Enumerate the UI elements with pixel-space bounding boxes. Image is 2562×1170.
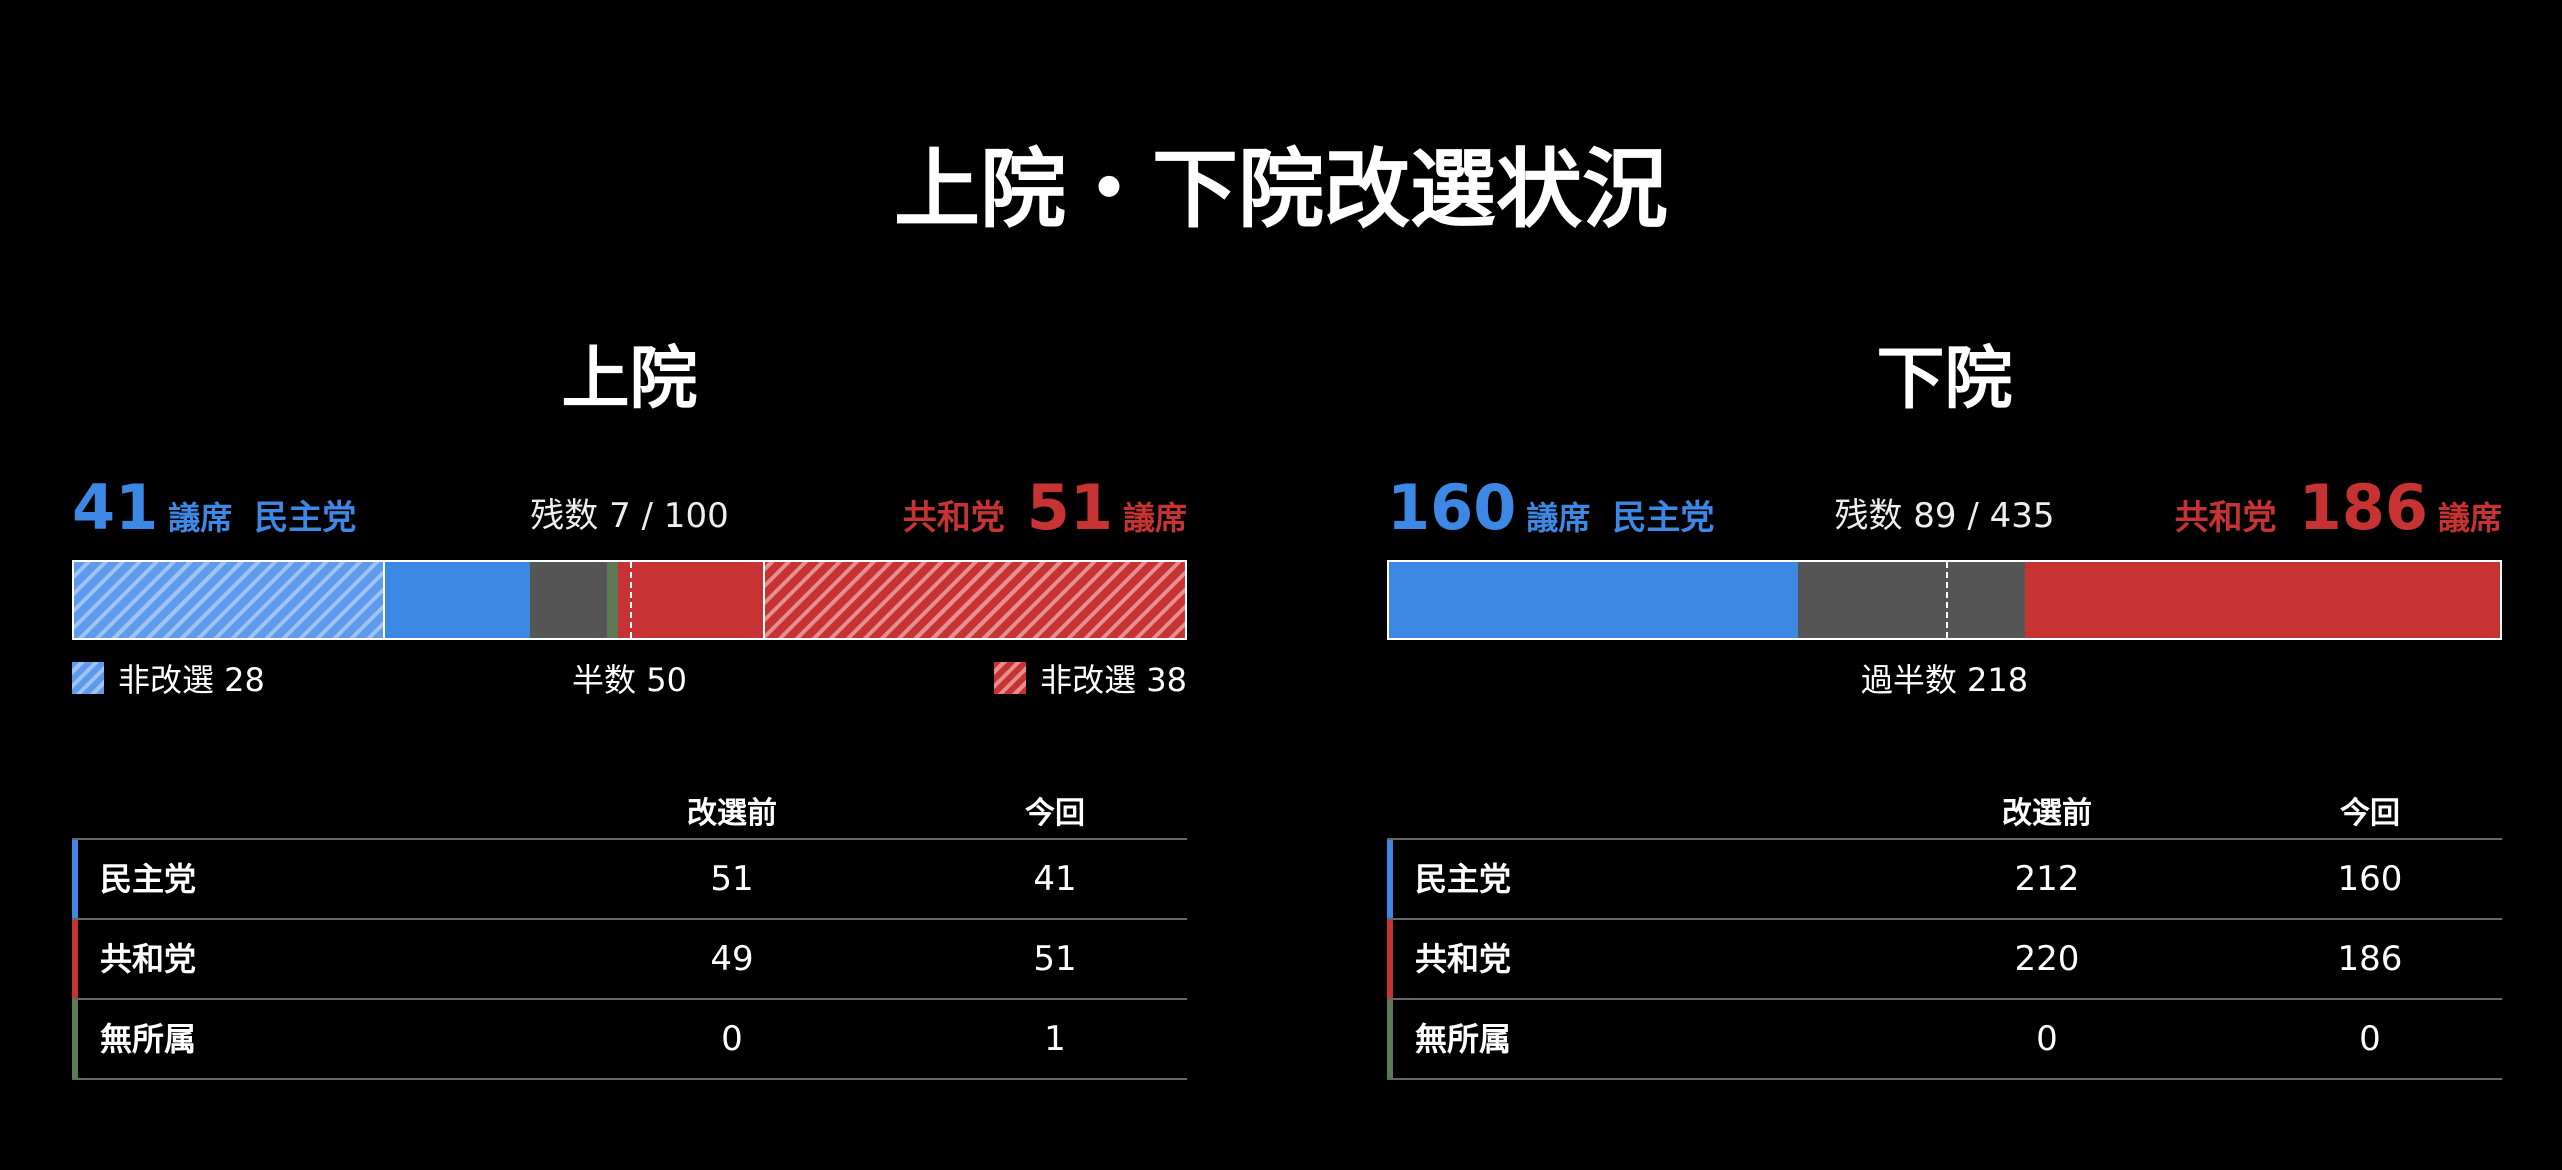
rep-seat-segment [618, 562, 763, 638]
seat-bar [1387, 560, 2502, 640]
rep-party-label: 共和党 [2174, 498, 2277, 538]
table-header: 改選前 今回 [72, 780, 1187, 838]
header-before: 改選前 [2002, 796, 2092, 831]
rep-seat-unit: 議席 [1122, 499, 1187, 537]
seats-before: 49 [710, 939, 754, 979]
majority-line [629, 562, 632, 638]
dem-summary: 41 議席 民主党 [72, 473, 356, 543]
rep-hatch-swatch [994, 662, 1027, 694]
seats-before: 212 [2014, 859, 2080, 899]
table-row: 共和党 220 186 [1387, 918, 2502, 998]
majority-line [1945, 562, 1948, 638]
party-color-stripe [72, 840, 78, 918]
dem-non-up-label: 非改選 28 [118, 661, 265, 699]
table-rows: 民主党 212 160 共和党 220 186 無所属 0 0 [1387, 838, 2502, 1080]
majority-label: 半数 50 [572, 661, 687, 699]
table-row: 民主党 212 160 [1387, 838, 2502, 918]
dem-seat-count: 160 [1387, 471, 1517, 544]
panel-title: 下院 [1876, 340, 2013, 419]
table-row: 民主党 51 41 [72, 838, 1187, 918]
rep-non-up-label: 非改選 38 [1040, 661, 1187, 699]
remaining-seats: 残数 7 / 100 [530, 496, 729, 536]
table-rows: 民主党 51 41 共和党 49 51 無所属 0 1 [72, 838, 1187, 1080]
table-row: 無所属 0 0 [1387, 998, 2502, 1080]
majority-label: 過半数 218 [1860, 661, 2029, 699]
rep-seat-segment [2024, 562, 2500, 638]
seats-now: 160 [2337, 859, 2403, 899]
dem-hatch-swatch [72, 662, 104, 694]
seat-table: 改選前 今回 民主党 212 160 共和党 220 186 無所属 0 0 [1387, 780, 2502, 1080]
party-color-stripe [72, 920, 78, 998]
page-title: 上院・下院改選状況 [894, 140, 1668, 240]
party-name: 共和党 [1415, 940, 1512, 978]
ind-seat-segment [607, 562, 619, 638]
dem-seat-unit: 議席 [1526, 499, 1591, 537]
seats-before: 0 [721, 1019, 743, 1059]
dem-non-up-segment [74, 562, 386, 638]
table-row: 無所属 0 1 [72, 998, 1187, 1080]
dem-seat-count: 41 [72, 471, 159, 544]
seat-summary: 41 議席 民主党 残数 7 / 100 共和党 51 議席 [72, 463, 1187, 543]
dem-seat-segment [385, 562, 530, 638]
seats-before: 220 [2014, 939, 2080, 979]
seats-now: 186 [2337, 939, 2403, 979]
party-color-stripe [1387, 1000, 1393, 1078]
house-panel: 下院 160 議席 民主党 残数 89 / 435 共和党 186 議席 過半数 218… [1387, 0, 2502, 1170]
rep-summary: 共和党 186 議席 [2175, 473, 2502, 543]
dem-party-label: 民主党 [1612, 498, 1715, 538]
party-color-stripe [1387, 920, 1393, 998]
remaining-segment [1797, 562, 2025, 638]
party-color-stripe [1387, 840, 1393, 918]
rep-seat-count: 51 [1026, 471, 1113, 544]
party-name: 民主党 [1415, 860, 1512, 898]
dem-non-up-legend: 非改選 28 [72, 655, 265, 701]
seat-table: 改選前 今回 民主党 51 41 共和党 49 51 無所属 0 1 [72, 780, 1187, 1080]
senate-panel: 上院 41 議席 民主党 残数 7 / 100 共和党 51 議席 非改選 28 半数 … [72, 0, 1187, 1170]
bar-legend: 過半数 218 [1387, 655, 2502, 699]
remaining-seats: 残数 89 / 435 [1834, 496, 2055, 536]
party-name: 無所属 [1415, 1020, 1512, 1058]
dem-party-label: 民主党 [254, 498, 357, 538]
rep-seat-count: 186 [2298, 471, 2428, 544]
header-now: 今回 [1025, 796, 1085, 831]
seat-summary: 160 議席 民主党 残数 89 / 435 共和党 186 議席 [1387, 463, 2502, 543]
table-row: 共和党 49 51 [72, 918, 1187, 998]
rep-party-label: 共和党 [902, 498, 1005, 538]
seats-now: 1 [1044, 1019, 1066, 1059]
table-header: 改選前 今回 [1387, 780, 2502, 838]
dem-seat-unit: 議席 [168, 499, 233, 537]
party-color-stripe [72, 1000, 78, 1078]
seat-bar [72, 560, 1187, 640]
bar-legend: 非改選 28 半数 50 非改選 38 [72, 655, 1187, 699]
party-name: 民主党 [100, 860, 197, 898]
seats-now: 51 [1033, 939, 1077, 979]
seats-now: 41 [1033, 859, 1077, 899]
panel-title: 上院 [561, 340, 698, 419]
seats-before: 0 [2036, 1019, 2058, 1059]
rep-seat-unit: 議席 [2437, 499, 2502, 537]
remaining-segment [529, 562, 608, 638]
party-name: 共和党 [100, 940, 197, 978]
dem-summary: 160 議席 民主党 [1387, 473, 1714, 543]
header-before: 改選前 [687, 796, 777, 831]
dem-seat-segment [1389, 562, 1798, 638]
seats-before: 51 [710, 859, 754, 899]
rep-non-up-legend: 非改選 38 [994, 655, 1187, 701]
party-name: 無所属 [100, 1020, 197, 1058]
rep-summary: 共和党 51 議席 [903, 473, 1187, 543]
seats-now: 0 [2359, 1019, 2381, 1059]
header-now: 今回 [2340, 796, 2400, 831]
rep-non-up-segment [762, 562, 1185, 638]
